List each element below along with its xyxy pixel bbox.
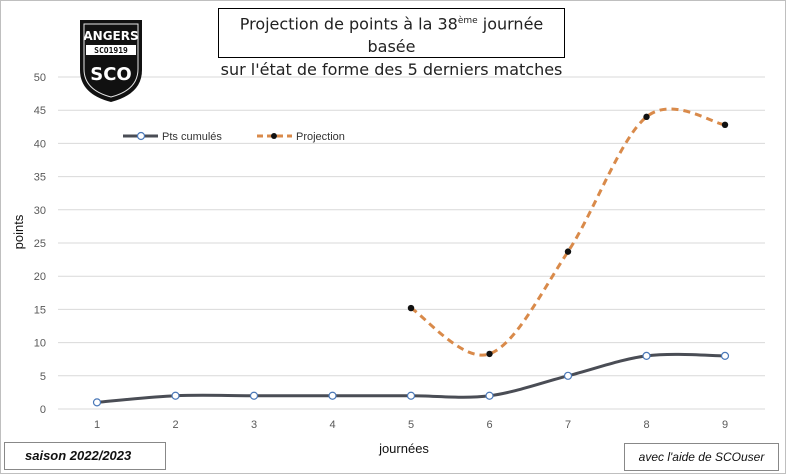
cumulative-point <box>328 391 337 400</box>
x-tick-label: 4 <box>329 419 335 431</box>
x-tick-label: 7 <box>565 419 571 431</box>
title-superscript: ème <box>457 16 478 26</box>
legend: Pts cumulés Projection <box>123 131 345 143</box>
projection-point <box>564 248 572 255</box>
y-tick-label: 35 <box>34 172 46 184</box>
angers-sco-logo: ANGERS SCO1919 SCO <box>80 20 142 102</box>
grid-lines <box>58 76 765 410</box>
cumulative-point <box>563 371 573 380</box>
credit-label: avec l'aide de SCOuser <box>624 443 779 471</box>
cumulative-point <box>249 391 259 400</box>
cumulative-point <box>720 351 730 360</box>
series-lines <box>96 107 726 404</box>
logo-text-top: ANGERS <box>83 29 138 43</box>
logo-text-band: SCO1919 <box>94 46 128 55</box>
projection-point <box>486 350 493 358</box>
y-tick-label: 10 <box>34 338 46 350</box>
title-line-1-end: journée basée <box>367 14 544 57</box>
logo-text-letters: SCO <box>90 64 131 85</box>
y-tick-label: 50 <box>34 72 46 84</box>
title-line-1-start: Projection de points à la 38 <box>239 14 458 34</box>
title-line-2: sur l'état de forme des 5 derniers match… <box>220 60 563 80</box>
y-tick-label: 25 <box>34 238 46 250</box>
projection-point <box>721 121 729 129</box>
projection-point <box>643 113 650 121</box>
x-tick-labels: 1 2 3 4 5 6 7 8 9 <box>94 419 728 431</box>
cumulative-point <box>642 351 651 360</box>
season-label: saison 2022/2023 <box>4 442 166 470</box>
x-tick-label: 5 <box>408 419 414 431</box>
y-tick-label: 15 <box>34 304 46 316</box>
legend-label-projection: Projection <box>296 131 345 143</box>
legend-marker-cumul <box>136 131 146 141</box>
projection-line <box>410 107 726 357</box>
y-tick-label: 40 <box>34 138 46 150</box>
x-tick-label: 6 <box>486 419 492 431</box>
chart-title: Projection de points à la 38ème journée … <box>218 8 565 79</box>
title-line-1: Projection de points à la 38ème journée … <box>219 10 564 58</box>
cumulative-point <box>406 391 416 400</box>
x-tick-label: 9 <box>722 419 728 431</box>
cumulative-point <box>171 391 180 400</box>
cumulative-point <box>92 398 102 407</box>
y-tick-label: 5 <box>40 371 46 383</box>
y-tick-label: 45 <box>34 105 46 117</box>
y-tick-labels: 0 5 10 15 20 25 30 35 40 45 50 <box>34 72 46 416</box>
y-axis-label: points <box>11 214 26 249</box>
y-tick-label: 30 <box>34 205 46 217</box>
y-tick-label: 20 <box>34 271 46 283</box>
legend-label-cumul: Pts cumulés <box>162 131 222 143</box>
legend-marker-projection <box>271 133 277 139</box>
x-axis-label: journées <box>378 441 429 456</box>
x-tick-label: 3 <box>251 419 257 431</box>
x-tick-label: 1 <box>94 419 100 431</box>
x-tick-label: 2 <box>172 419 178 431</box>
y-tick-label: 0 <box>40 404 46 416</box>
cumulative-point <box>485 391 494 400</box>
x-tick-label: 8 <box>643 419 649 431</box>
projection-point <box>407 304 415 312</box>
series-markers <box>92 113 730 407</box>
